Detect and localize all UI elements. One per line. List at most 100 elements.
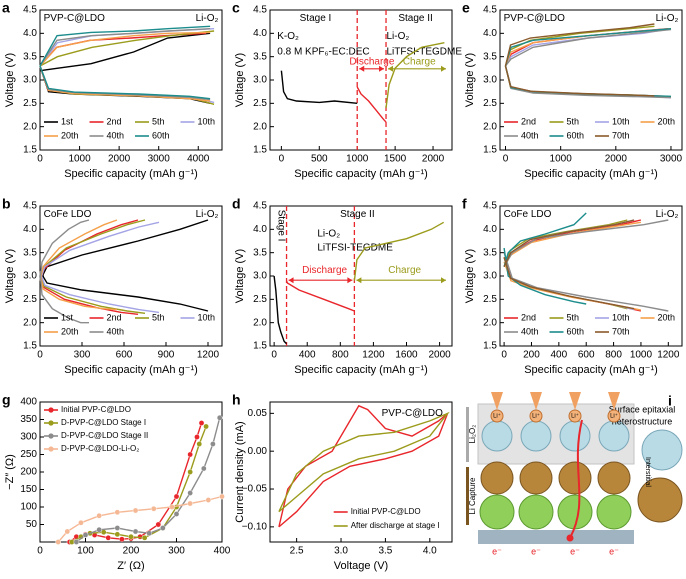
ion-label: Li⁺ <box>532 413 540 420</box>
annotation: Discharge <box>302 265 347 276</box>
arrow-head <box>359 65 385 72</box>
y-tick-label: 4.5 <box>253 201 267 212</box>
x-tick-label: 400 <box>299 350 316 361</box>
x-tick-label: 1000 <box>550 154 573 165</box>
legend-marker <box>48 407 54 413</box>
cluster <box>637 429 683 523</box>
data-point <box>210 441 216 447</box>
x-tick-label: 2000 <box>422 154 445 165</box>
x-tick-label: 0 <box>503 154 509 165</box>
data-point <box>187 490 193 496</box>
annotation: Discharge <box>349 56 394 67</box>
annotation: LiTFSI-TEGDME <box>386 47 462 58</box>
plot-frame <box>269 401 453 543</box>
panel-letter: i <box>668 393 672 409</box>
y-axis-label: Voltage (V) <box>464 249 476 303</box>
series-line <box>39 219 90 324</box>
x-tick-label: 0 <box>37 546 43 557</box>
ion <box>568 409 582 423</box>
y-tick-label: 4.5 <box>23 201 37 212</box>
series-line <box>385 42 445 109</box>
series-line <box>39 219 209 312</box>
data-point <box>105 535 112 541</box>
y-tick-label: 0.05 <box>248 408 268 419</box>
legend-label: 70th <box>612 326 630 336</box>
y-tick-label: 400 <box>20 397 37 408</box>
x-tick-label: 0 <box>37 350 43 361</box>
x-axis-label: Specific capacity (mAh g⁻¹) <box>294 168 428 180</box>
plot-frame <box>39 205 223 347</box>
data-point <box>132 528 139 535</box>
panel: h 2.5 3.0 3.5 4.0 −0.10 −0.05 0.00 0.05 Voltage (… <box>232 392 453 572</box>
data-point <box>173 493 180 500</box>
x-tick-label: 0 <box>501 350 507 361</box>
panel-letter: g <box>2 392 11 408</box>
legend-label: 60th <box>567 130 585 140</box>
y-tick-label: 0.00 <box>248 446 268 457</box>
y-tick-label: 2.0 <box>483 317 497 328</box>
x-tick-label: 3000 <box>148 154 171 165</box>
panel-letter: e <box>462 0 470 16</box>
legend-label: 1st <box>61 116 74 126</box>
capture-label: Li Capture <box>468 477 477 514</box>
ion <box>490 409 504 423</box>
data-point <box>114 531 121 538</box>
panel: b 0 300 600 900 1200 1.5 2.0 2.5 3.0 3.5 4.0 4.5 Spec… <box>2 196 223 376</box>
series-line <box>504 28 672 99</box>
y-tick-label: 2.5 <box>483 294 497 305</box>
legend-label: 70th <box>612 130 630 140</box>
ion-cone <box>608 392 620 410</box>
legend-label: 10th <box>198 116 216 126</box>
panel: g 0 100 200 300 400 50 100 150 200 250 300 350 400 Z′ … <box>2 392 231 572</box>
series-line <box>39 28 211 101</box>
y-tick-label: 3.0 <box>483 271 497 282</box>
y-tick-label: 3.5 <box>253 247 267 258</box>
annotation: LiTFSI-TEGDME <box>317 243 393 254</box>
x-axis-label: Specific capacity (mAh g⁻¹) <box>524 168 658 180</box>
legend-label: 60th <box>152 130 170 140</box>
ion-cone <box>530 392 542 410</box>
annotation: Li-O₂ <box>196 13 219 24</box>
ion-label: Li⁺ <box>493 413 501 420</box>
annotation: Charge <box>388 265 421 276</box>
annotation: PVP-C@LDO <box>382 408 443 419</box>
y-tick-label: 4.5 <box>23 5 37 16</box>
illustration-title: Surface epitaxial <box>609 404 676 414</box>
y-tick-label: 300 <box>20 432 37 443</box>
y-tick-label: 3.5 <box>23 51 37 62</box>
legend-label: 2nd <box>521 116 536 126</box>
y-tick-label: 4.0 <box>483 28 497 39</box>
data-point <box>114 509 121 516</box>
y-tick-label: 1.5 <box>23 341 37 352</box>
series-line <box>504 28 672 97</box>
legend-label: 40th <box>107 326 125 336</box>
legend-label: 60th <box>567 326 585 336</box>
legend-marker <box>48 420 54 426</box>
legend-label: 5th <box>567 116 580 126</box>
x-tick-label: 300 <box>168 546 185 557</box>
legend-label: D-PVP-C@LDO-Li-O₂ <box>61 444 139 453</box>
x-tick-label: 2000 <box>605 154 628 165</box>
y-tick-label: 4.0 <box>253 28 267 39</box>
legend-label: D-PVP-C@LDO Stage II <box>61 431 148 440</box>
panel: c 0 500 1000 1500 2000 1.5 2.0 2.5 3.0 3.5 4.0 4.5 Sp… <box>232 0 462 180</box>
y-tick-label: 250 <box>20 449 37 460</box>
data-point <box>73 539 80 545</box>
annotation: Stage I <box>275 210 286 242</box>
data-point <box>114 525 121 531</box>
annotation: Stage II <box>398 13 432 24</box>
data-point <box>173 511 180 517</box>
y-tick-label: 4.0 <box>483 224 497 235</box>
panel: f 0 200 400 600 800 1000 1200 1.5 2.0 2.5 3.0 3.5 4.0… <box>462 196 683 376</box>
series-line <box>504 28 672 98</box>
data-point <box>205 497 212 503</box>
x-tick-label: 0 <box>271 350 277 361</box>
annotation: Li-O₂ <box>656 13 679 24</box>
data-point <box>119 536 125 543</box>
annotation: Li-O₂ <box>196 209 219 220</box>
annotation: Li-O₂ <box>386 31 409 42</box>
annotation: CoFe LDO <box>504 209 552 220</box>
y-axis-label: Voltage (V) <box>234 249 246 303</box>
x-tick-label: 2.5 <box>290 546 304 557</box>
series-line <box>356 86 387 123</box>
